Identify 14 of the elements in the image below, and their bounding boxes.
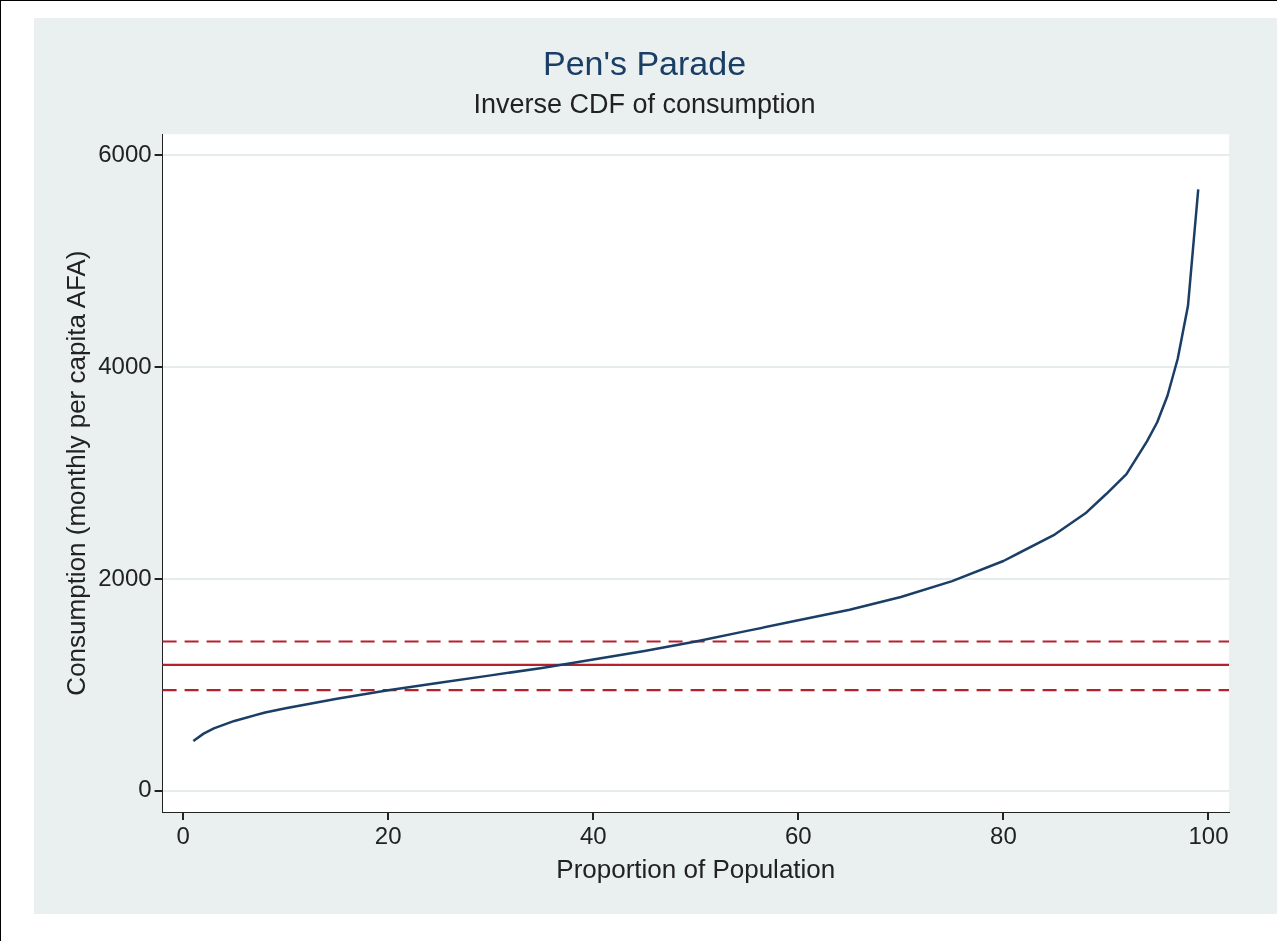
x-tick-label: 20: [374, 822, 402, 850]
x-tick-label: 100: [1188, 822, 1229, 850]
x-tick-label: 80: [990, 822, 1017, 850]
x-axis-title: Proportion of Population: [556, 853, 836, 884]
chart-title: Pen's Parade: [542, 43, 747, 82]
x-tick-label: 60: [784, 822, 812, 850]
y-tick-label: 2000: [98, 563, 152, 591]
x-tick-label: 40: [579, 822, 607, 850]
chart-subtitle: Inverse CDF of consumption: [473, 89, 816, 120]
y-tick-label: 0: [138, 775, 152, 803]
y-tick-label: 4000: [98, 351, 152, 379]
y-tick-label: 6000: [98, 140, 152, 168]
y-axis-title: Consumption (monthly per capita AFA): [60, 250, 91, 696]
x-tick-label: 0: [176, 822, 190, 850]
